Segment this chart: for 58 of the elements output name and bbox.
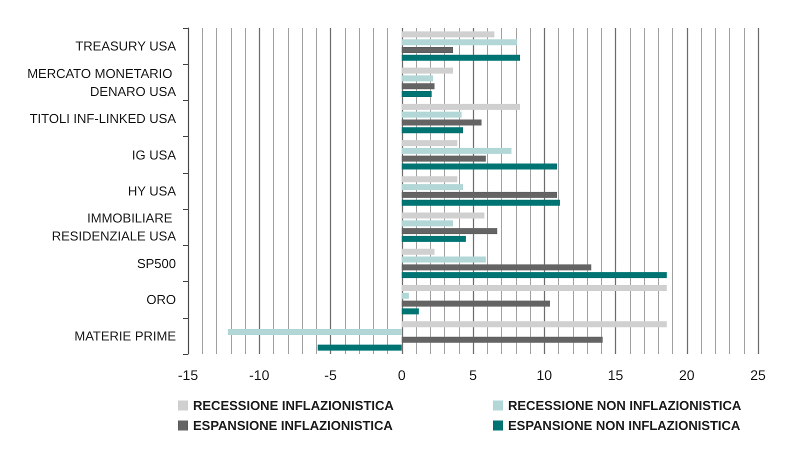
legend-label: ESPANSIONE NON INFLAZIONISTICA: [508, 418, 741, 433]
x-tick-label: 15: [608, 367, 624, 383]
bar: [402, 192, 558, 198]
x-tick-label: 20: [678, 367, 695, 383]
bar: [402, 176, 458, 182]
y-tick-label: ORO: [146, 292, 176, 308]
y-tick-label: TREASURY USA: [75, 38, 176, 54]
legend-label: RECESSIONE NON INFLAZIONISTICA: [508, 398, 742, 413]
bar: [402, 236, 466, 242]
legend-label: RECESSIONE INFLAZIONISTICA: [193, 398, 394, 413]
y-tick-label: SP500: [136, 256, 176, 271]
bar: [402, 68, 454, 74]
bar: [402, 31, 494, 38]
y-tick-label: HY USA: [128, 184, 176, 198]
x-tick-label: 5: [469, 367, 478, 383]
bar: [402, 156, 486, 162]
bar: [402, 54, 520, 61]
y-tick-label: IMMOBILIARE RESIDENZIALE USA: [52, 210, 176, 244]
bar: [402, 127, 464, 134]
bar: [402, 300, 550, 307]
bar: [402, 83, 435, 90]
x-tick-label: 0: [398, 367, 406, 383]
bar: [402, 256, 486, 263]
bar: [402, 47, 454, 54]
bar: [402, 39, 518, 46]
bar: [402, 140, 458, 146]
bar: [402, 184, 464, 190]
bar: [402, 212, 484, 219]
x-tick-label: -15: [178, 367, 198, 383]
bar: [402, 112, 462, 118]
bar: [402, 336, 603, 343]
bar: [402, 248, 435, 255]
legend-label: ESPANSIONE INFLAZIONISTICA: [193, 418, 394, 433]
y-tick-label: IG USA: [132, 147, 176, 162]
x-tick-label: -5: [324, 367, 337, 383]
bar: [318, 344, 402, 351]
bar: [402, 104, 520, 110]
bar: [402, 308, 419, 314]
y-tick-label: MATERIE PRIME: [74, 328, 176, 344]
x-tick-label: 10: [536, 367, 552, 383]
bar: [402, 264, 592, 270]
bar: [402, 228, 498, 234]
bar: [402, 119, 482, 126]
bar: [402, 272, 667, 278]
bar: [402, 148, 512, 154]
bar: [228, 328, 402, 335]
y-tick-label: TITOLI INF-LINKED USA: [30, 111, 176, 126]
bar: [402, 220, 454, 226]
y-tick-label: MERCATO MONETARIO DENARO USA: [27, 66, 176, 99]
x-tick-label: 25: [750, 367, 766, 383]
bar: [402, 292, 409, 299]
bar: [402, 284, 667, 291]
x-tick-label: -10: [249, 367, 270, 383]
bar: [402, 91, 432, 98]
bar: [402, 200, 560, 206]
bar: [402, 321, 667, 328]
bar: [402, 163, 558, 170]
bar: [402, 75, 434, 82]
